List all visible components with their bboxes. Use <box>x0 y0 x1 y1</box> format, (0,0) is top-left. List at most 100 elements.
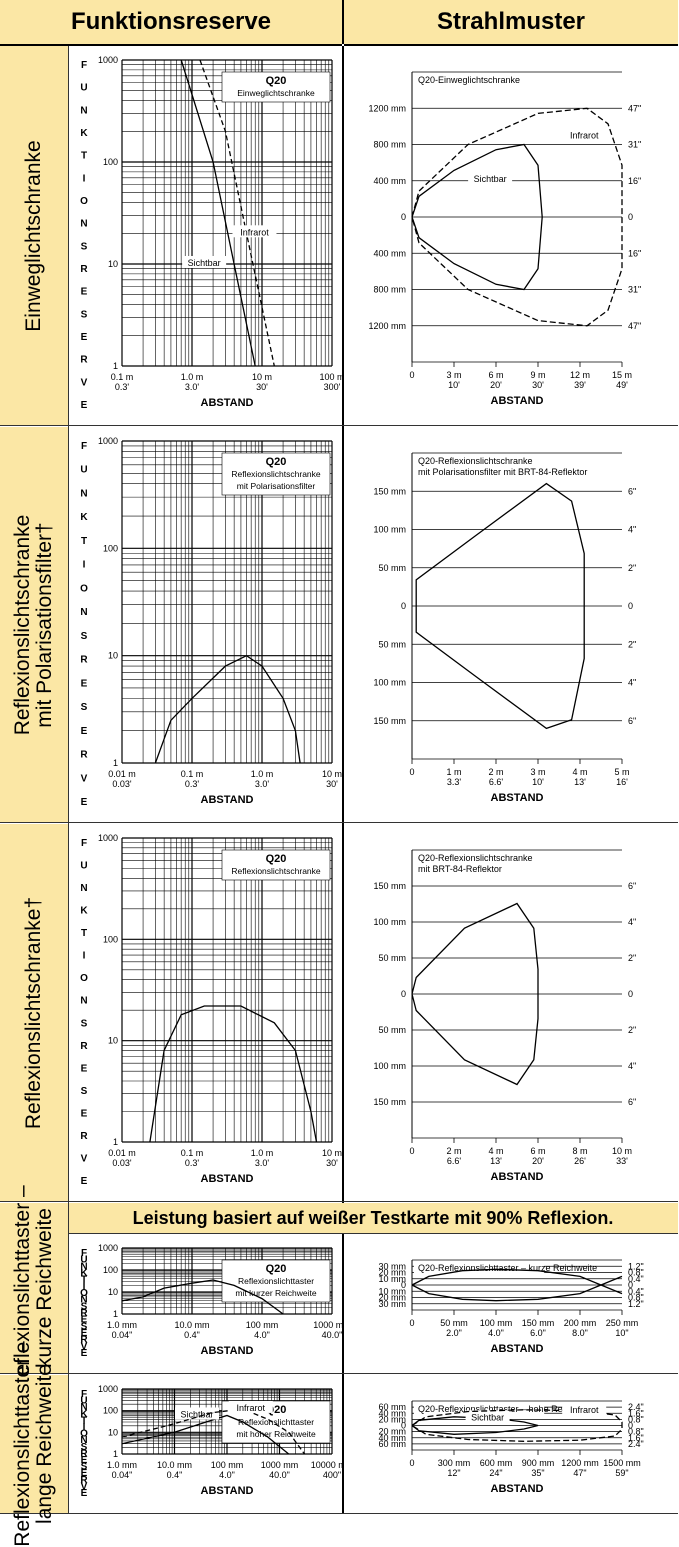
beam-x-tick: 10 m <box>612 1146 632 1156</box>
funktionsreserve-letter: E <box>81 1328 88 1339</box>
x-axis-title: ABSTAND <box>201 1345 254 1357</box>
beam-right-tick: 31" <box>628 285 641 295</box>
x-tick-sublabel: 0.3' <box>115 382 130 392</box>
beam-x-tick: 0 <box>409 1458 414 1468</box>
beam-left-tick: 60 mm <box>378 1439 406 1449</box>
excess-cell-0: F U N K T I O N S R E S E R V E 1000 100 10 1 0.1 m 0.3' 1.0 m… <box>70 46 345 424</box>
beam-left-tick: 100 mm <box>373 525 406 535</box>
x-tick-sublabel: 30' <box>326 779 338 789</box>
beam-x-tick: 150 mm <box>522 1318 555 1328</box>
x-tick-label: 1000 mm <box>261 1460 299 1470</box>
funktionsreserve-letter: R <box>80 1131 88 1142</box>
x-tick-label: 10 m <box>252 372 272 382</box>
funktionsreserve-letter: E <box>81 1176 88 1187</box>
y-tick-label: 10 <box>108 259 118 269</box>
funktionsreserve-letter: E <box>81 1315 88 1326</box>
x-tick-sublabel: 0.04" <box>112 1330 133 1340</box>
funktionsreserve-letter: K <box>80 512 88 523</box>
beam-left-tick: 0 <box>401 1421 406 1431</box>
beam-x-subtick: 35" <box>531 1468 544 1478</box>
beam-cell-4: 60 mm 40 mm 20 mm 0 20 mm 40 mm 60 mm 2.4" 1.6" 0… <box>344 1375 678 1512</box>
y-tick-label: 100 <box>103 934 118 944</box>
x-tick-label: 1.0 m <box>251 1148 274 1158</box>
x-tick-sublabel: 400" <box>323 1470 341 1480</box>
funktionsreserve-letter: R <box>80 1475 88 1486</box>
beam-x-subtick: 39' <box>574 380 586 390</box>
y-tick-label: 100 <box>103 1406 118 1416</box>
excess-gain-chart-1: F U N K T I O N S R E S E R V E 1000 100 10 10.01 m0.03' 0.1… <box>80 436 342 808</box>
funktionsreserve-letter: S <box>81 1321 88 1332</box>
funktionsreserve-letter: E <box>81 1108 88 1119</box>
x-tick-label: 1.0 m <box>181 372 204 382</box>
beam-left-tick: 30 mm <box>378 1261 406 1271</box>
beam-right-tick: 0.4" <box>628 1274 644 1284</box>
funktionsreserve-letter: E <box>81 1488 88 1499</box>
funktionsreserve-letter: K <box>80 906 88 917</box>
x-tick-label: 0.1 m <box>181 1148 204 1158</box>
y-tick-label: 1000 <box>98 1384 118 1394</box>
beam-right-tick: 0 <box>628 989 633 999</box>
funktionsreserve-letter: O <box>80 583 88 594</box>
beam-left-tick: 10 mm <box>378 1286 406 1296</box>
beam-x-tick: 0 <box>409 370 414 380</box>
funktionsreserve-letter: E <box>81 1455 88 1466</box>
header-left-text: Funktionsreserve <box>70 8 272 35</box>
beam-right-tick: 1.2" <box>628 1261 644 1271</box>
beam-x-tick: 100 mm <box>480 1318 513 1328</box>
x-tick-label: 0.1 m <box>181 769 204 779</box>
beam-x-tick: 6 m <box>488 370 503 380</box>
beam-pattern-chart-2: 150 mm 100 mm 50 mm 0 50 mm 100 mm 150 mm 6" 4" 2… <box>373 849 636 1183</box>
header-right-text: Strahlmuster <box>436 8 586 35</box>
beam-curve-label: Infrarot <box>570 130 599 140</box>
funktionsreserve-letter: I <box>83 951 86 962</box>
beam-x-subtick: 49' <box>616 380 628 390</box>
beam-x-axis-title: ABSTAND <box>491 1483 544 1495</box>
curve-label: Infrarot <box>237 1403 266 1413</box>
beam-curve-1 <box>411 1275 623 1302</box>
beam-x-tick: 9 m <box>530 370 545 380</box>
beam-x-subtick: 20' <box>532 1156 544 1166</box>
beam-left-tick: 20 mm <box>378 1414 406 1424</box>
beam-x-subtick: 4.0" <box>488 1328 504 1338</box>
beam-x-tick: 4 m <box>572 767 587 777</box>
beam-left-tick: 150 mm <box>373 881 406 891</box>
row-label-1: Reflexionslichtschranke mit Polarisations… <box>0 427 68 823</box>
beam-cell-2: 150 mm 100 mm 50 mm 0 50 mm 100 mm 150 mm 6" 4" 2… <box>344 824 678 1200</box>
funktionsreserve-letter: N <box>80 1435 87 1446</box>
funktionsreserve-letter: V <box>81 1153 88 1164</box>
funktionsreserve-letter: U <box>80 1255 87 1266</box>
x-tick-sublabel: 30' <box>326 1158 338 1168</box>
x-axis-title: ABSTAND <box>201 1173 254 1185</box>
beam-grid <box>411 452 622 760</box>
beam-x-subtick: 10' <box>448 380 460 390</box>
beam-right-tick: 6" <box>628 716 636 726</box>
funktionsreserve-letter: E <box>81 678 88 689</box>
beam-x-tick: 2 m <box>488 767 503 777</box>
row-label-text-1: Reflexionslichtschranke mit Polarisations… <box>11 514 56 735</box>
beam-left-tick: 50 mm <box>378 1025 406 1035</box>
beam-curve-Sichtbar <box>411 143 543 291</box>
excess-cell-1: F U N K T I O N S R E S E R V E 1000 100 10 1 0.01 m 0.03' 0.1… <box>70 427 342 821</box>
legend-text: mit kurzer Reichweite <box>235 1288 317 1298</box>
x-axis-title: ABSTAND <box>201 1485 254 1497</box>
excess-curve-Sichtbar <box>180 59 256 367</box>
x-tick-label: 100 mm <box>211 1460 244 1470</box>
funktionsreserve-letter: K <box>80 1268 88 1279</box>
funktionsreserve-letter: S <box>81 1086 88 1097</box>
beam-right-tick: 2" <box>628 1025 636 1035</box>
beam-x-subtick: 16' <box>616 777 628 787</box>
beam-x-tick: 1200 mm <box>561 1458 599 1468</box>
x-axis-title: ABSTAND <box>201 794 254 806</box>
y-tick-label: 10 <box>108 651 118 661</box>
beam-left-tick: 1200 mm <box>368 103 406 113</box>
row-label-text-2: Reflexionslichtschranke† <box>22 896 45 1128</box>
funktionsreserve-letter: U <box>80 465 87 476</box>
excess-curve-Sichtbar <box>121 1414 290 1455</box>
beam-x-subtick: 8.0" <box>572 1328 588 1338</box>
beam-right-tick: 0 <box>628 1421 633 1431</box>
beam-left-tick: 20 mm <box>378 1293 406 1303</box>
row-label-0: Einweglichtschranke <box>0 46 68 426</box>
beam-right-tick: 1.6" <box>628 1433 644 1443</box>
excess-grid <box>121 837 333 1143</box>
